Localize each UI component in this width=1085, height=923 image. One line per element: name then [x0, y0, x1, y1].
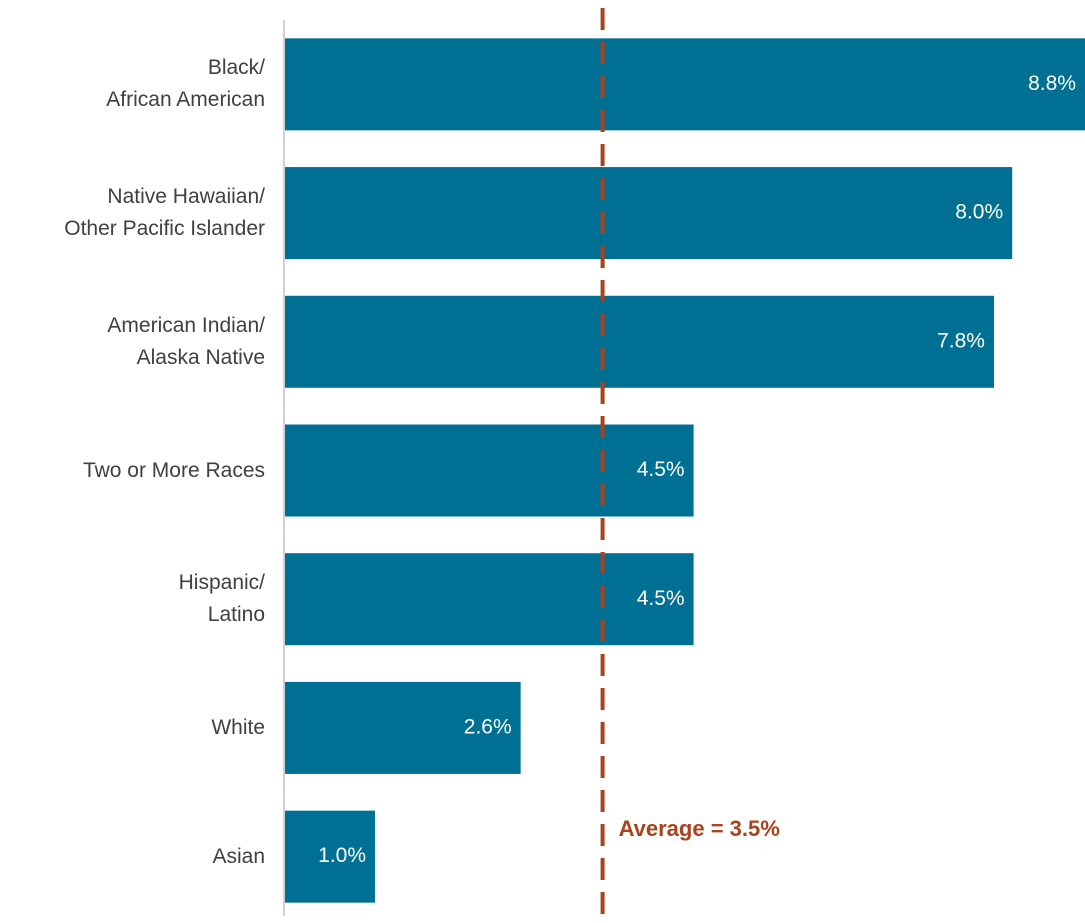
category-label: Black/ African American: [106, 56, 265, 112]
category-label: Asian: [212, 844, 265, 868]
value-label: 7.8%: [937, 329, 985, 352]
value-label: 4.5%: [637, 587, 685, 610]
bar: [284, 681, 521, 774]
category-label: Hispanic/ Latino: [178, 571, 265, 627]
value-label: 2.6%: [464, 715, 512, 738]
value-label: 8.8%: [1028, 72, 1076, 95]
bar: [284, 553, 694, 646]
bar: [284, 167, 1013, 260]
value-label: 4.5%: [637, 458, 685, 481]
value-label: 1.0%: [318, 844, 366, 867]
bar: [284, 424, 694, 517]
category-label: Native Hawaiian/ Other Pacific Islander: [64, 185, 265, 241]
reference-label: Average = 3.5%: [619, 816, 780, 841]
bar: [284, 810, 376, 903]
category-label: Two or More Races: [82, 458, 265, 482]
value-label: 8.0%: [955, 201, 1003, 224]
bar: [284, 295, 994, 388]
category-label: White: [211, 715, 265, 739]
category-label: American Indian/ Alaska Native: [107, 313, 265, 369]
bar: [284, 38, 1085, 131]
